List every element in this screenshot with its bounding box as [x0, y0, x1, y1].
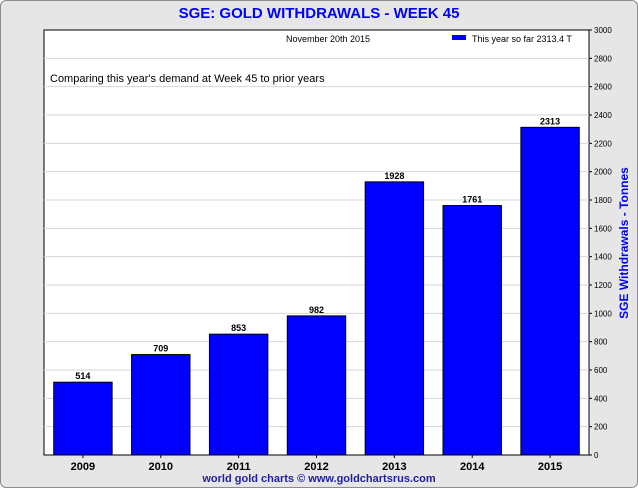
y-tick-label-3000: 3000: [594, 26, 612, 35]
data-label-2014: 1761: [462, 195, 482, 205]
bar-2011: [208, 333, 269, 456]
y-tick-label-2200: 2200: [594, 139, 612, 148]
y-tick-label-2600: 2600: [594, 83, 612, 92]
x-tick-label-2011: 2011: [227, 461, 251, 473]
bar-2015: [520, 126, 580, 456]
data-label-2013: 1928: [384, 171, 404, 181]
chart-footer: world gold charts © www.goldchartsrus.co…: [202, 473, 436, 485]
y-tick-label-200: 200: [594, 423, 608, 432]
y-tick-label-800: 800: [594, 338, 608, 347]
x-tick-label-2013: 2013: [382, 461, 406, 473]
x-tick-label-2009: 2009: [71, 461, 95, 473]
y-tick-label-2000: 2000: [594, 168, 612, 177]
chart-subtitle: November 20th 2015: [286, 34, 370, 44]
bar-2012: [286, 315, 347, 456]
y-tick-label-400: 400: [594, 394, 608, 403]
data-label-2012: 982: [309, 305, 324, 315]
bars: 514 709 853 982 1928 1761 2313: [53, 116, 580, 456]
bar-2014: [442, 205, 502, 456]
bar-2013: [364, 181, 425, 456]
x-tick-label-2010: 2010: [149, 461, 173, 473]
y-tick-label-2800: 2800: [594, 54, 612, 63]
y-axis-label: SGE Withdrawals - Tonnes: [617, 167, 631, 319]
data-label-2009: 514: [75, 371, 90, 381]
bar-2010: [131, 354, 191, 456]
x-tick-label-2012: 2012: [304, 461, 328, 473]
y-tick-label-2400: 2400: [594, 111, 612, 120]
legend-label: This year so far 2313.4 T: [472, 34, 572, 44]
data-label-2010: 709: [153, 344, 168, 354]
data-label-2015: 2313: [540, 116, 560, 126]
y-tick-label-1600: 1600: [594, 224, 612, 233]
chart-title: SGE: GOLD WITHDRAWALS - WEEK 45: [178, 5, 460, 22]
y-ticks: 0 200 400 600 800 1000 1200 1400 1600 1800 2000 220…: [589, 26, 612, 460]
y-tick-label-1800: 1800: [594, 196, 612, 205]
y-tick-label-600: 600: [594, 366, 608, 375]
y-tick-label-1000: 1000: [594, 309, 612, 318]
bar-2009: [53, 381, 113, 456]
chart-annotation: Comparing this year's demand at Week 45 …: [50, 73, 325, 85]
x-tick-label-2015: 2015: [538, 461, 562, 473]
legend-swatch: [452, 35, 466, 40]
x-ticks: 2009 2010 2011 2012 2013 2014 2015: [71, 455, 562, 473]
y-tick-label-0: 0: [594, 451, 599, 460]
x-tick-label-2014: 2014: [460, 461, 485, 473]
data-label-2011: 853: [231, 323, 246, 333]
y-tick-label-1400: 1400: [594, 253, 612, 262]
y-tick-label-1200: 1200: [594, 281, 612, 290]
